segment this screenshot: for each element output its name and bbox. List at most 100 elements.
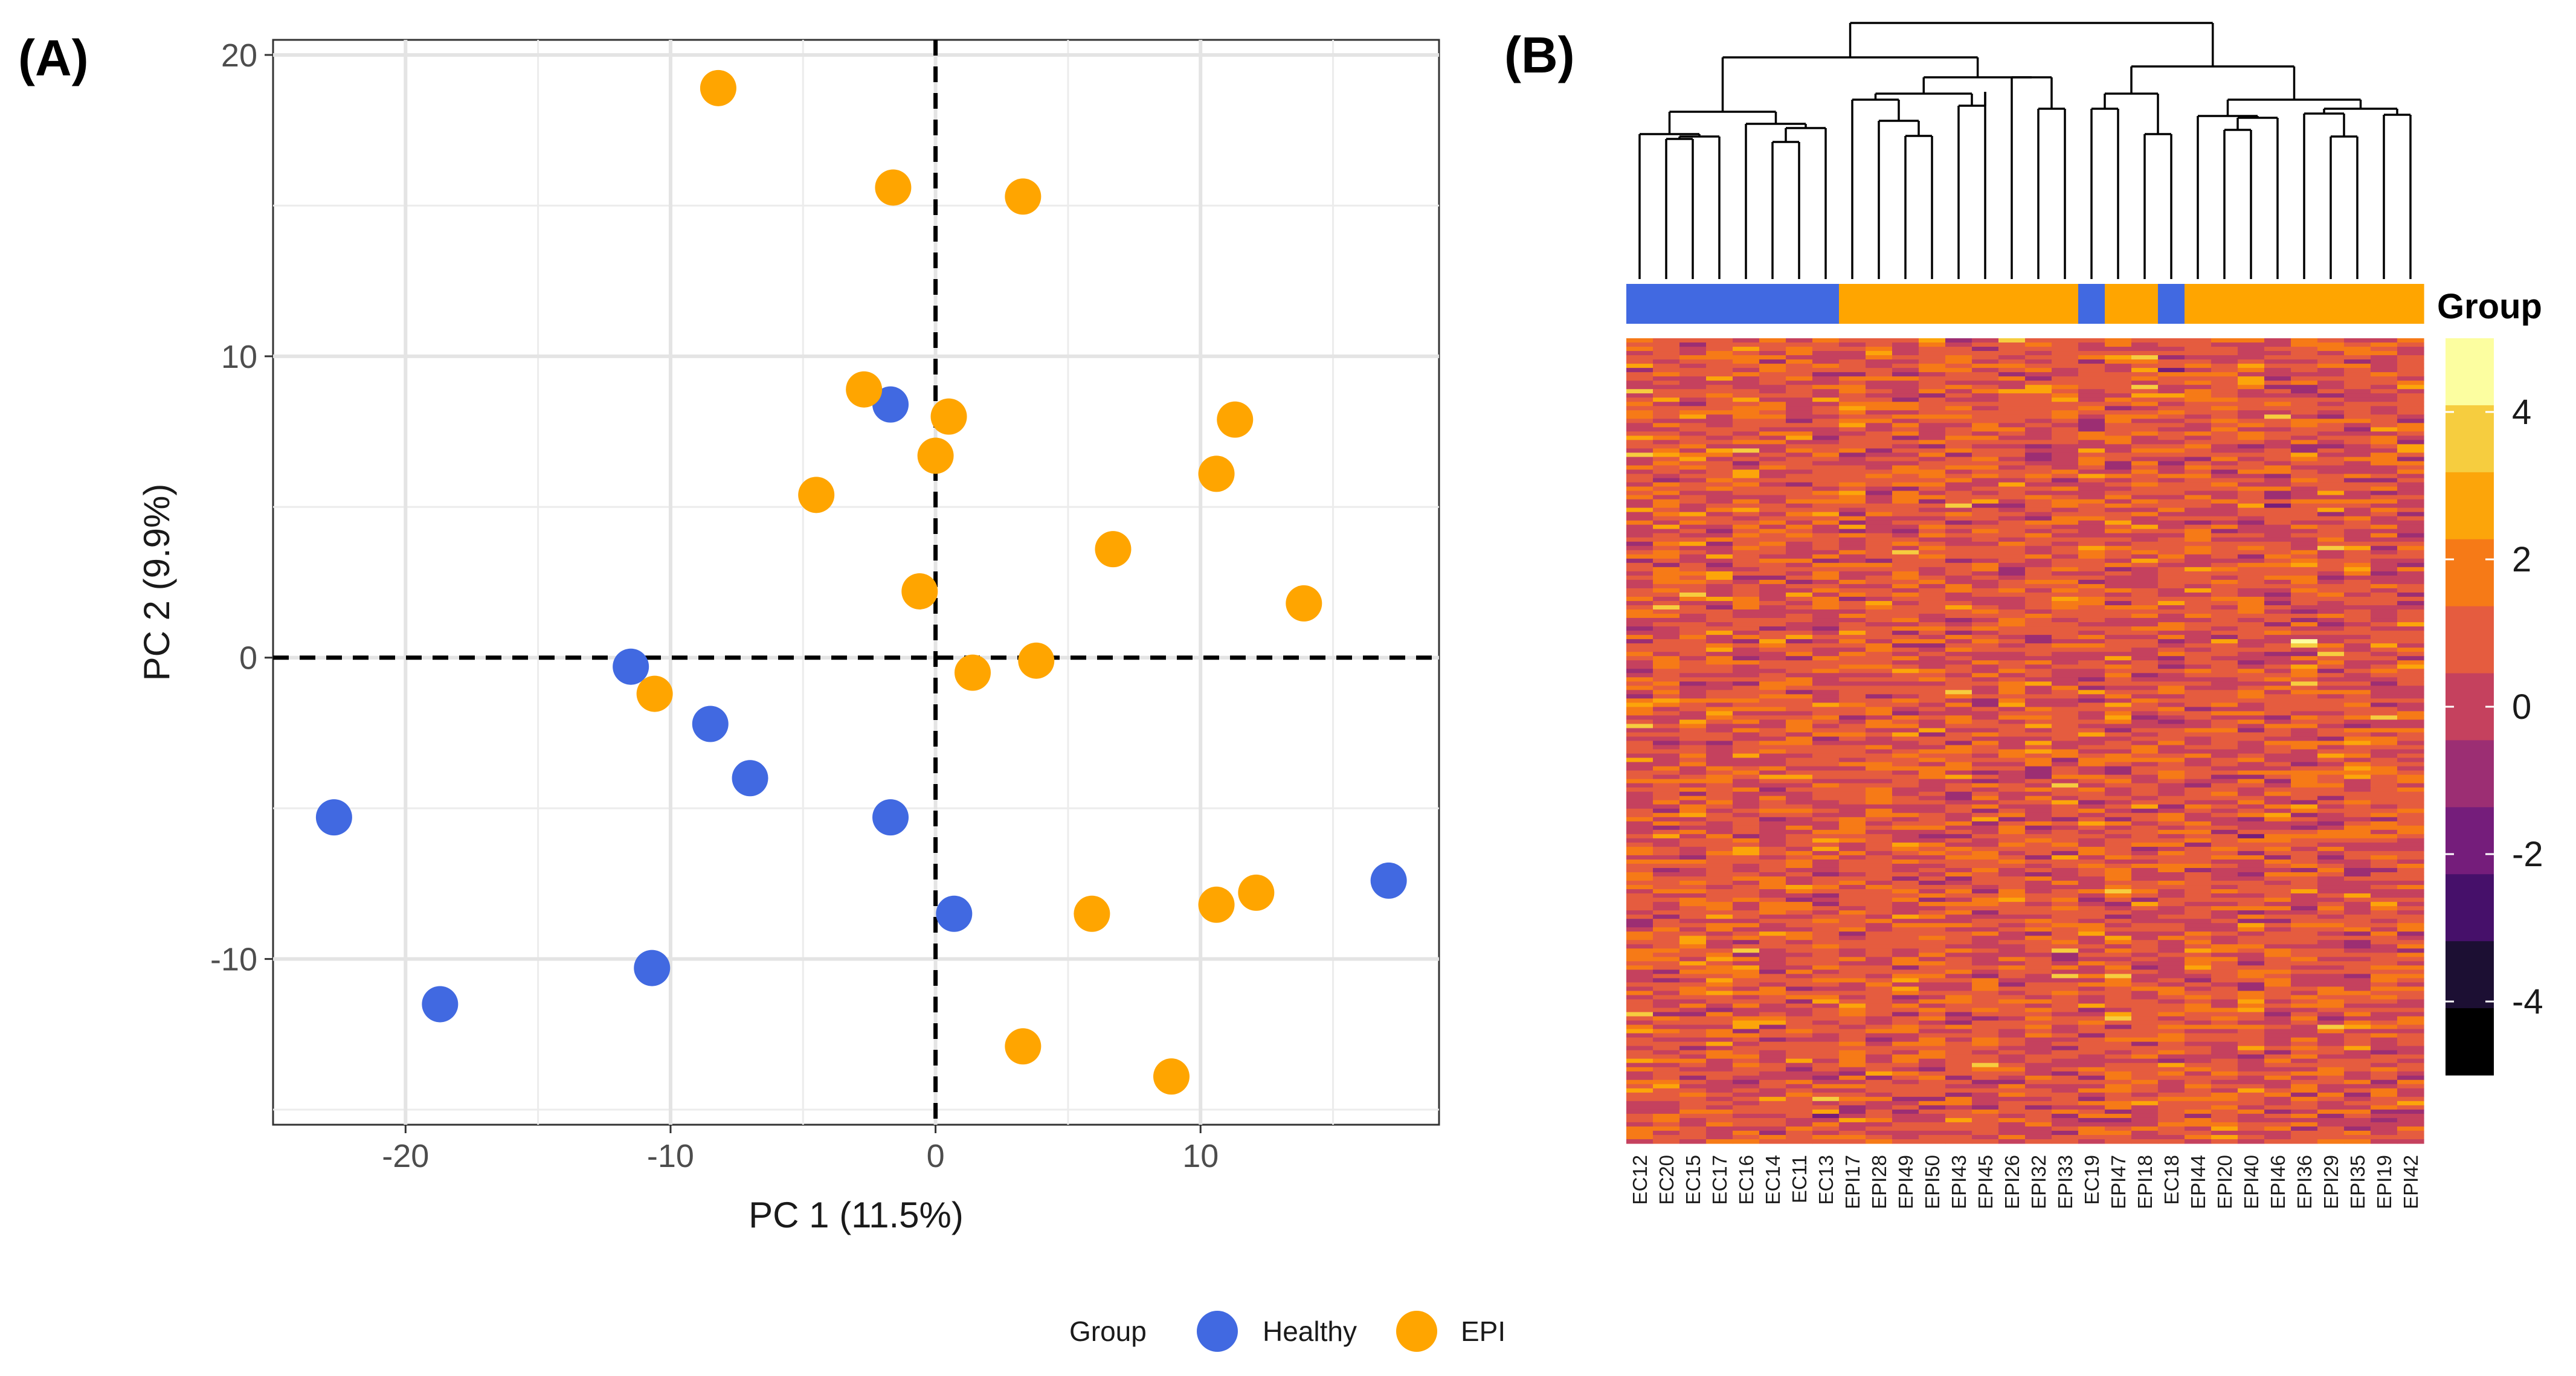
heatmap-cell	[2105, 558, 2132, 564]
heatmap-cell	[2211, 999, 2238, 1005]
heatmap-cell	[2158, 524, 2185, 530]
heatmap-cell	[2317, 486, 2345, 492]
heatmap-cell	[2052, 741, 2079, 746]
heatmap-cell	[1653, 639, 1680, 644]
heatmap-cell	[1892, 600, 1919, 606]
heatmap-cell	[1759, 626, 1786, 631]
heatmap-cell	[1892, 702, 1919, 707]
heatmap-cell	[1945, 965, 1972, 970]
heatmap-cell	[2291, 393, 2318, 398]
heatmap-cell	[1626, 571, 1653, 576]
heatmap-cell	[1679, 707, 1707, 712]
heatmap-cell	[2105, 469, 2132, 475]
heatmap-cell	[1839, 677, 1866, 682]
heatmap-cell	[1653, 376, 1680, 381]
heatmap-cell	[2371, 457, 2398, 462]
heatmap-cell	[2025, 859, 2052, 864]
heatmap-cell	[2264, 787, 2291, 792]
heatmap-cell	[2105, 652, 2132, 657]
heatmap-cell	[2397, 393, 2424, 398]
heatmap-cell	[1892, 440, 1919, 445]
heatmap-cell	[1945, 520, 1972, 526]
heatmap-cell	[2397, 656, 2424, 661]
heatmap-cell	[1759, 571, 1786, 576]
heatmap-cell	[1759, 893, 1786, 898]
heatmap-cell	[1866, 838, 1893, 843]
heatmap-cell	[2238, 893, 2265, 898]
heatmap-cell	[2371, 584, 2398, 589]
heatmap-cell	[1786, 872, 1813, 877]
heatmap-cell	[1759, 732, 1786, 738]
heatmap-cell	[2105, 529, 2132, 534]
heatmap-cell	[2291, 906, 2318, 911]
heatmap-cell	[2078, 846, 2105, 852]
heatmap-cell	[1839, 834, 1866, 839]
heatmap-cell	[2344, 881, 2371, 886]
heatmap-cell	[1945, 584, 1972, 589]
heatmap-cell	[2344, 859, 2371, 864]
heatmap-cell	[2238, 796, 2265, 801]
heatmap-cell	[1679, 351, 1707, 356]
heatmap-cell	[1626, 452, 1653, 458]
heatmap-cell	[2264, 347, 2291, 352]
heatmap-cell	[1892, 757, 1919, 763]
heatmap-cell	[1679, 427, 1707, 432]
heatmap-cell	[1998, 885, 2026, 890]
heatmap-cell	[1892, 707, 1919, 712]
heatmap-cell	[2397, 478, 2424, 483]
heatmap-cell	[2344, 745, 2371, 750]
heatmap-cell	[1972, 541, 1999, 547]
heatmap-cell	[2105, 846, 2132, 852]
heatmap-cell	[2052, 419, 2079, 423]
heatmap-cell	[1866, 533, 1893, 538]
heatmap-cell	[2105, 571, 2132, 576]
heatmap-cell	[2211, 626, 2238, 631]
heatmap-cell	[1839, 461, 1866, 466]
heatmap-cell	[2105, 881, 2132, 886]
heatmap-cell	[2052, 821, 2079, 826]
heatmap-cell	[1733, 427, 1760, 432]
annotation-cell	[2211, 284, 2238, 324]
heatmap-cell	[2025, 808, 2052, 814]
heatmap-cell	[1945, 1008, 1972, 1013]
heatmap-cell	[1945, 635, 1972, 640]
heatmap-cell	[1733, 719, 1760, 725]
heatmap-cell	[1866, 529, 1893, 534]
heatmap-cell	[1919, 732, 1946, 738]
heatmap-cell	[1998, 385, 2026, 390]
epi-point	[798, 477, 835, 513]
heatmap-cell	[2371, 855, 2398, 860]
heatmap-cell	[1626, 669, 1653, 674]
heatmap-cell	[2078, 524, 2105, 530]
heatmap-cell	[2105, 715, 2132, 721]
heatmap-cell	[1998, 364, 2026, 368]
heatmap-cell	[2052, 648, 2079, 652]
heatmap-cell	[2317, 558, 2345, 564]
heatmap-cell	[2211, 978, 2238, 983]
heatmap-cell	[2317, 614, 2345, 619]
heatmap-cell	[2025, 414, 2052, 419]
heatmap-cell	[2078, 800, 2105, 805]
heatmap-cell	[1919, 753, 1946, 759]
heatmap-cell	[2078, 677, 2105, 682]
heatmap-cell	[2291, 397, 2318, 402]
heatmap-cell	[2211, 745, 2238, 750]
heatmap-cell	[1972, 969, 1999, 974]
heatmap-cell	[1839, 499, 1866, 504]
heatmap-cell	[2025, 736, 2052, 742]
heatmap-cell	[1866, 639, 1893, 644]
heatmap-cell	[2025, 474, 2052, 479]
heatmap-cell	[1972, 915, 1999, 919]
heatmap-cell	[1626, 575, 1653, 580]
heatmap-cell	[2291, 656, 2318, 661]
heatmap-cell	[1839, 635, 1866, 640]
heatmap-cell	[1786, 808, 1813, 814]
heatmap-cell	[1839, 978, 1866, 983]
heatmap-cell	[1733, 402, 1760, 407]
heatmap-cell	[1998, 652, 2026, 657]
heatmap-cell	[1972, 592, 1999, 597]
heatmap-cell	[1626, 850, 1653, 856]
heatmap-cell	[2131, 791, 2159, 797]
heatmap-cell	[2397, 452, 2424, 458]
heatmap-cell	[1759, 359, 1786, 364]
